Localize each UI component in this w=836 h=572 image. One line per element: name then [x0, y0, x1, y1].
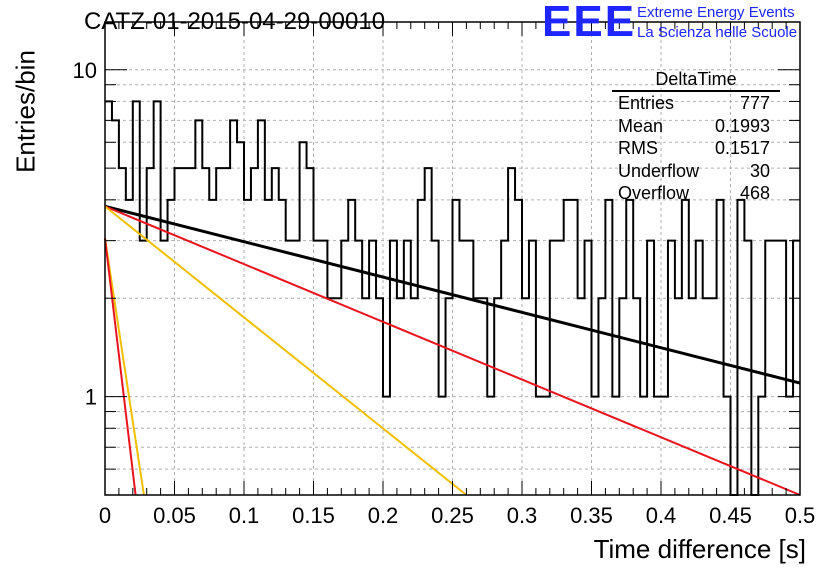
x-tick-label: 0.15: [292, 503, 335, 528]
eee-logo: EEE: [542, 0, 637, 46]
fit-lines: [104, 204, 801, 496]
histogram-series: [105, 100, 800, 496]
x-tick-label: 0.35: [570, 503, 613, 528]
x-tick-label: 0.2: [368, 503, 399, 528]
x-axis-label: Time difference [s]: [593, 534, 806, 564]
stats-title: DeltaTime: [612, 68, 780, 92]
fit-line: [104, 238, 137, 496]
x-tick-label: 0: [99, 503, 111, 528]
stats-label: Entries: [618, 93, 675, 113]
fit-line: [104, 238, 145, 496]
stats-value: 777: [739, 93, 770, 113]
x-tick-label: 0.25: [431, 503, 474, 528]
x-tick-label: 0.1: [229, 503, 260, 528]
fit-line: [104, 204, 801, 385]
y-tick-label: 10: [73, 58, 97, 83]
stats-value: 0.1517: [714, 138, 770, 158]
stats-value: 468: [739, 183, 770, 203]
stats-row: Underflow 30: [612, 160, 780, 183]
stats-label: Overflow: [618, 183, 690, 203]
stats-value: 30: [749, 160, 770, 181]
x-tick-label: 0.5: [785, 503, 816, 528]
x-tick-label: 0.4: [646, 503, 677, 528]
stats-value: 0.1993: [714, 115, 770, 136]
stats-row: Mean 0.1993: [612, 115, 780, 138]
logo-line-1: Extreme Energy Events: [637, 4, 795, 21]
y-axis-label: Entries/bin: [10, 50, 41, 173]
stats-row: Overflow 468: [612, 182, 780, 205]
axes: 0 0.05 0.1 0.15 0.2 0.25 0.3 0.35 0.4 0.45 0.5 1 10: [73, 22, 816, 528]
y-tick-label: 1: [85, 385, 97, 410]
stats-row: RMS 0.1517: [612, 137, 780, 160]
x-tick-label: 0.3: [507, 503, 538, 528]
stats-label: RMS: [618, 138, 658, 158]
histogram: [105, 100, 800, 496]
stats-label: Mean: [618, 115, 664, 136]
fit-line: [104, 205, 801, 496]
x-tick-label: 0.45: [709, 503, 752, 528]
stats-label: Underflow: [618, 160, 700, 181]
fit-line: [104, 205, 468, 496]
stats-row: Entries 777: [612, 92, 780, 115]
x-tick-label: 0.05: [153, 503, 196, 528]
logo-line-2: La Scienza nelle Scuole: [637, 24, 798, 41]
stats-box: DeltaTime Entries 777 Mean 0.1993 RMS 0.151…: [612, 68, 780, 205]
chart-title: CATZ-01-2015-04-29-00010: [84, 8, 386, 35]
